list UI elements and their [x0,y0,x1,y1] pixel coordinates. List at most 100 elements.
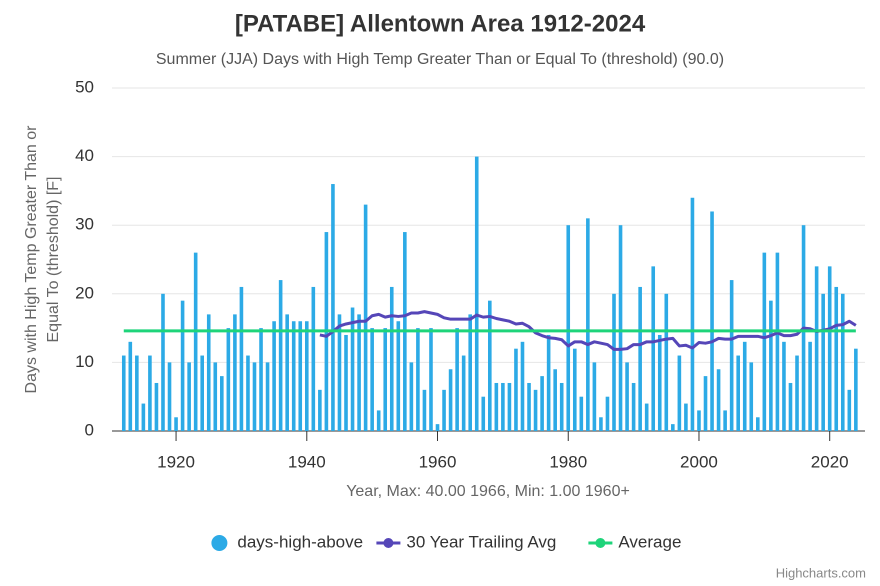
bar [520,341,525,431]
bar [141,403,146,431]
bar [298,321,303,431]
y-tick-label: 0 [85,420,94,439]
bar [370,328,374,431]
bar [723,410,727,431]
bar [396,321,401,431]
y-tick-label: 40 [75,146,94,165]
bar [729,280,734,431]
bar [174,417,178,431]
bar [180,300,185,431]
bar [644,403,649,431]
trailing-avg-line [319,310,857,351]
bar [814,266,819,431]
y-tick-label: 20 [75,283,94,302]
x-tick-label: 2000 [680,452,718,471]
bar [854,348,858,431]
x-tick-label: 1940 [288,452,326,471]
bar [769,300,773,431]
bar [533,389,538,431]
bar [331,184,335,431]
bar [311,286,316,431]
bar [291,321,296,431]
bar [213,362,218,431]
bar [795,355,799,431]
bar [239,286,244,431]
bar [409,362,414,431]
bar [474,156,479,431]
bar [481,396,486,431]
x-tick-label: 2020 [811,452,849,471]
bar [677,355,682,431]
bar [605,396,610,431]
bar [148,355,152,431]
bar [488,300,492,431]
bar [507,382,512,431]
bar [827,266,832,431]
bar [200,355,205,431]
bar [265,362,270,431]
bar [651,266,656,431]
chart-subtitle: Summer (JJA) Days with High Temp Greater… [156,51,724,68]
legend-symbol [383,538,394,548]
bar [344,334,348,431]
bar [461,355,466,431]
bar [187,362,191,431]
bar [128,341,133,431]
bar [572,348,577,431]
bar [631,382,636,431]
bar [514,348,518,431]
bar [272,321,276,431]
bar [559,382,564,431]
bar [154,382,159,431]
bar [599,417,603,431]
bar [206,314,211,431]
bar [762,252,767,431]
bar [494,382,499,431]
bar [468,314,472,431]
bar [808,341,812,431]
bar [553,369,557,431]
bar [710,211,714,431]
bar [285,314,289,431]
bar [455,328,459,431]
bar [625,362,629,431]
bar [527,382,531,431]
bar [782,341,786,431]
bar [671,424,675,431]
bar [435,424,440,431]
bar [566,225,571,431]
y-axis-title: Days with High Temp Greater Than or [23,125,40,394]
bar [429,328,433,431]
bar [233,314,237,431]
bar [226,328,231,431]
bar [697,410,701,431]
legend-label[interactable]: 30 Year Trailing Avg [406,532,556,551]
bar [716,369,721,431]
legend-label[interactable]: days-high-above [237,532,363,551]
chart-title: [PATABE] Allentown Area 1912-2024 [235,10,646,37]
bar [618,225,623,431]
credit: Highcharts.com [776,565,866,580]
bar [337,314,342,431]
bar [586,218,590,431]
bar [749,362,754,431]
bar [501,382,505,431]
bar [135,355,139,431]
bar [357,314,361,431]
bar [304,321,309,431]
legend-symbol [595,538,606,548]
legend-label[interactable]: Average [618,532,681,551]
bar [579,396,584,431]
bar [612,293,616,431]
bar [638,286,642,431]
y-tick-label: 50 [75,77,94,96]
bar [657,334,662,431]
bar [220,376,224,431]
bar [742,341,747,431]
bar [442,389,446,431]
bar [821,293,825,431]
y-tick-label: 30 [75,215,94,234]
bar [690,197,695,431]
bar [252,362,257,431]
bar [834,286,839,431]
